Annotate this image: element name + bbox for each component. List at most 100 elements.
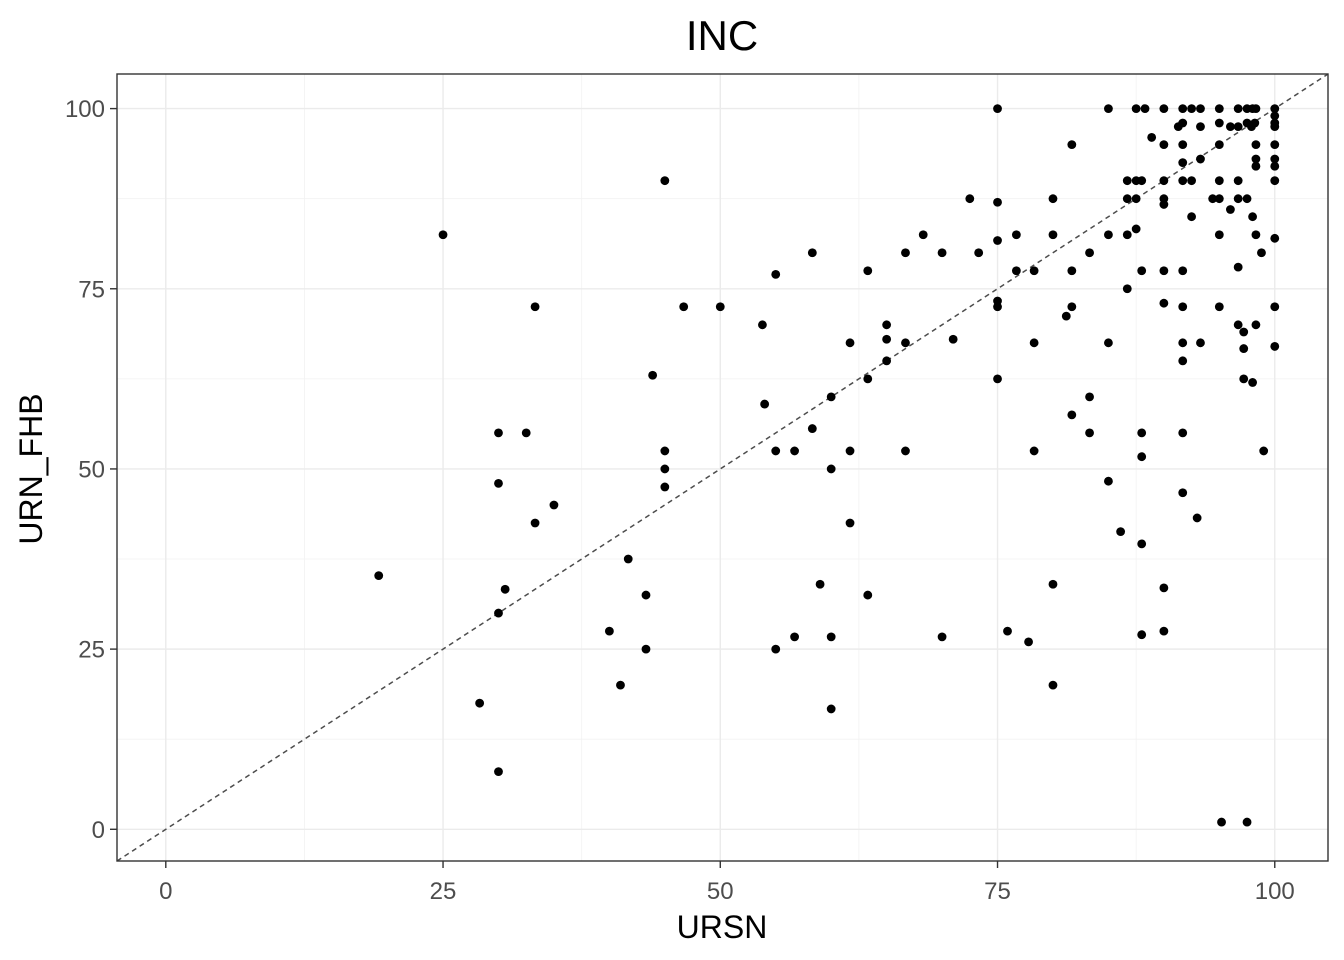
data-point (494, 767, 503, 777)
data-point (530, 302, 540, 312)
data-point (1122, 284, 1132, 294)
data-point (1029, 446, 1039, 456)
data-point (660, 464, 670, 474)
data-point (815, 579, 825, 589)
data-point (1178, 104, 1188, 113)
data-point (1178, 266, 1188, 276)
y-axis-title: URN_FHB (13, 393, 49, 544)
data-point (1257, 248, 1266, 258)
data-point (1196, 122, 1205, 132)
data-point (1242, 817, 1252, 827)
data-point (993, 302, 1002, 312)
data-point (1270, 233, 1280, 243)
data-point (1248, 378, 1257, 387)
data-point (1233, 320, 1243, 330)
data-point (1061, 311, 1071, 321)
data-point (901, 446, 910, 456)
y-tick-label: 75 (78, 276, 105, 303)
data-point (1196, 154, 1205, 164)
data-point (1187, 104, 1196, 113)
data-point (1270, 176, 1280, 186)
data-point (648, 370, 658, 380)
data-point (1067, 140, 1077, 150)
data-points (374, 104, 1280, 827)
data-point (1029, 338, 1039, 348)
data-point (826, 704, 836, 714)
data-point (807, 248, 817, 258)
data-point (1214, 230, 1224, 240)
data-point (1178, 428, 1188, 438)
data-point (863, 590, 873, 600)
data-point (918, 230, 928, 240)
data-point (1226, 122, 1235, 132)
data-point (1131, 194, 1141, 204)
data-point (845, 446, 855, 456)
x-tick-label: 75 (984, 878, 1011, 905)
data-point (1178, 176, 1188, 186)
chart-title: INC (686, 12, 758, 59)
data-point (1239, 374, 1249, 384)
data-point (974, 248, 984, 258)
data-point (604, 626, 614, 636)
data-point (1214, 194, 1224, 204)
data-point (1159, 176, 1169, 186)
data-point (1251, 154, 1261, 164)
data-point (1048, 194, 1058, 204)
data-point (1048, 579, 1058, 589)
data-point (1251, 140, 1261, 150)
data-point (1122, 194, 1132, 204)
data-point (1270, 122, 1280, 132)
data-point (1178, 140, 1188, 150)
x-tick-label: 50 (707, 878, 734, 905)
data-point (826, 464, 836, 474)
data-point (1122, 176, 1132, 186)
data-point (1251, 320, 1261, 330)
data-point (660, 482, 670, 492)
data-point (965, 194, 975, 204)
data-point (641, 644, 651, 654)
data-point (1137, 428, 1147, 438)
x-axis-title: URSN (677, 909, 768, 945)
data-point (1233, 262, 1243, 272)
data-point (993, 236, 1002, 245)
data-point (1214, 118, 1224, 128)
data-point (1137, 176, 1147, 186)
data-point (1270, 111, 1280, 121)
data-point (1178, 488, 1188, 498)
data-point (1116, 527, 1126, 537)
data-point (1011, 266, 1021, 276)
y-tick-label: 0 (92, 817, 105, 844)
data-point (901, 338, 910, 348)
data-point (438, 230, 448, 240)
data-point (530, 518, 540, 528)
data-point (1085, 428, 1094, 438)
data-point (1233, 122, 1243, 132)
data-point (549, 500, 559, 510)
data-point (1159, 104, 1169, 113)
data-point (771, 644, 781, 654)
data-point (790, 632, 799, 642)
data-point (1233, 104, 1243, 113)
y-tick-label: 100 (65, 96, 105, 123)
x-tick-label: 100 (1255, 878, 1295, 905)
x-tick-label: 25 (430, 878, 457, 905)
data-point (1214, 302, 1224, 312)
data-point (993, 374, 1002, 384)
data-point (948, 334, 958, 344)
data-point (641, 590, 651, 600)
data-point (1251, 104, 1261, 113)
data-point (760, 399, 770, 409)
x-axis-ticks: 0 25 50 75 100 (159, 861, 1295, 905)
data-point (623, 554, 633, 564)
data-point (1048, 230, 1058, 240)
data-point (993, 104, 1002, 113)
data-point (1270, 140, 1280, 150)
data-point (1217, 817, 1226, 827)
data-point (1259, 446, 1269, 456)
data-point (1029, 266, 1039, 276)
data-point (1104, 230, 1113, 240)
data-point (1048, 680, 1058, 690)
data-point (1248, 212, 1257, 222)
data-point (882, 356, 892, 366)
